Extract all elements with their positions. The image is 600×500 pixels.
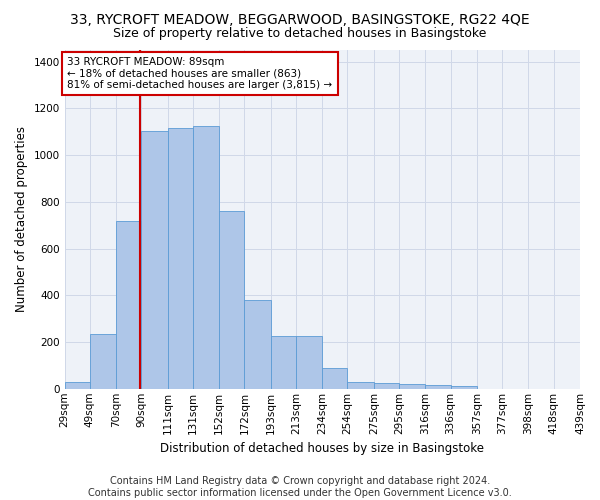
- X-axis label: Distribution of detached houses by size in Basingstoke: Distribution of detached houses by size …: [160, 442, 484, 455]
- Bar: [451, 386, 477, 389]
- Bar: [193, 126, 219, 389]
- Bar: [271, 336, 296, 389]
- Bar: [425, 386, 451, 389]
- Text: 33 RYCROFT MEADOW: 89sqm
← 18% of detached houses are smaller (863)
81% of semi-: 33 RYCROFT MEADOW: 89sqm ← 18% of detach…: [67, 57, 332, 90]
- Bar: [142, 130, 168, 389]
- Text: Size of property relative to detached houses in Basingstoke: Size of property relative to detached ho…: [113, 28, 487, 40]
- Bar: [374, 383, 399, 389]
- Bar: [219, 211, 244, 389]
- Bar: [65, 382, 90, 389]
- Text: Contains HM Land Registry data © Crown copyright and database right 2024.
Contai: Contains HM Land Registry data © Crown c…: [88, 476, 512, 498]
- Y-axis label: Number of detached properties: Number of detached properties: [15, 126, 28, 312]
- Bar: [347, 382, 374, 389]
- Bar: [116, 220, 142, 389]
- Bar: [322, 368, 347, 389]
- Bar: [296, 336, 322, 389]
- Bar: [90, 334, 116, 389]
- Text: 33, RYCROFT MEADOW, BEGGARWOOD, BASINGSTOKE, RG22 4QE: 33, RYCROFT MEADOW, BEGGARWOOD, BASINGST…: [70, 12, 530, 26]
- Bar: [244, 300, 271, 389]
- Bar: [399, 384, 425, 389]
- Bar: [168, 128, 193, 389]
